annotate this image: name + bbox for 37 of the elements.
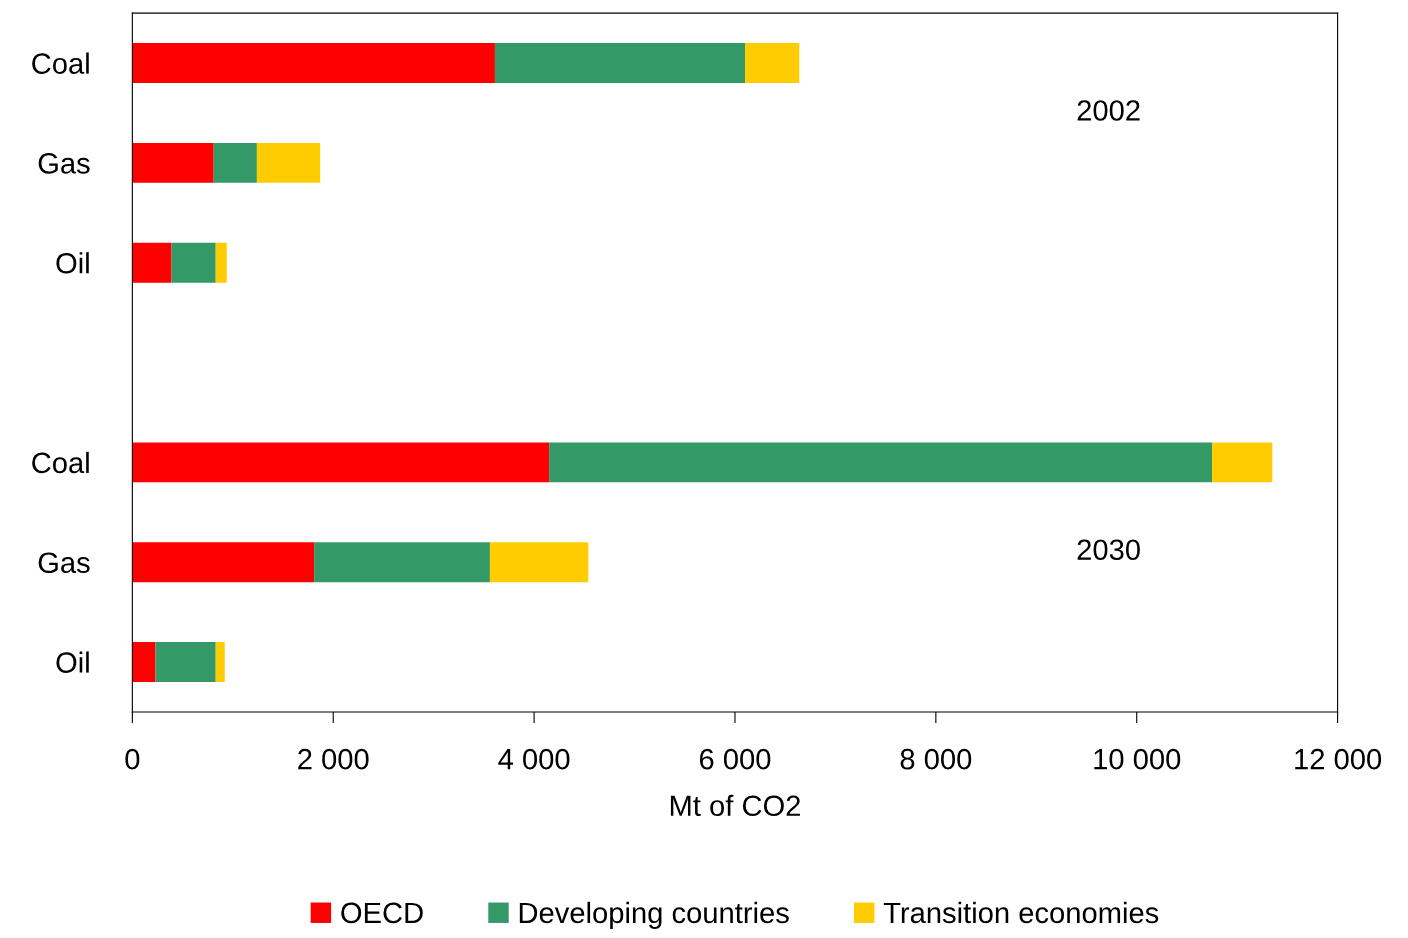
- bar: [171, 242, 216, 283]
- bar: [549, 442, 1213, 483]
- x-tick-label: 2 000: [298, 748, 369, 770]
- bar: [489, 542, 589, 583]
- bar: [256, 142, 321, 183]
- x-tick-label: 10 000: [1094, 748, 1181, 770]
- bar: [314, 542, 490, 583]
- bar: [132, 542, 315, 583]
- y-tick-label: Gas: [38, 153, 90, 174]
- bar: [132, 43, 495, 84]
- x-axis-title: Mt of CO2: [670, 794, 800, 817]
- y-tick-label: Oil: [56, 252, 89, 274]
- x-tick-label: 4 000: [498, 748, 570, 770]
- bar: [745, 43, 800, 84]
- bar: [132, 242, 172, 283]
- bar: [215, 642, 225, 682]
- x-tick-label: 6 000: [699, 748, 771, 770]
- y-tick-label: Coal: [32, 451, 89, 474]
- bar: [132, 442, 550, 483]
- bar: [215, 242, 227, 283]
- bar: [132, 142, 214, 183]
- annotation: 2002: [1077, 100, 1140, 121]
- legend-label: Developing countries: [519, 901, 789, 929]
- bar: [155, 642, 216, 682]
- bar: [213, 142, 257, 183]
- bar: [494, 43, 746, 84]
- annotation: 2030: [1077, 539, 1140, 561]
- x-tick-label: 0: [125, 748, 140, 770]
- y-tick-label: Gas: [38, 552, 90, 574]
- legend-label: Transition economies: [883, 901, 1159, 924]
- y-tick-label: Oil: [56, 651, 89, 673]
- x-tick-label: 8 000: [900, 748, 972, 770]
- bar: [1212, 442, 1273, 483]
- y-tick-label: Coal: [32, 52, 89, 74]
- bar: [132, 642, 156, 682]
- x-tick-label: 12 000: [1295, 748, 1382, 770]
- legend-label: OECD: [341, 902, 423, 924]
